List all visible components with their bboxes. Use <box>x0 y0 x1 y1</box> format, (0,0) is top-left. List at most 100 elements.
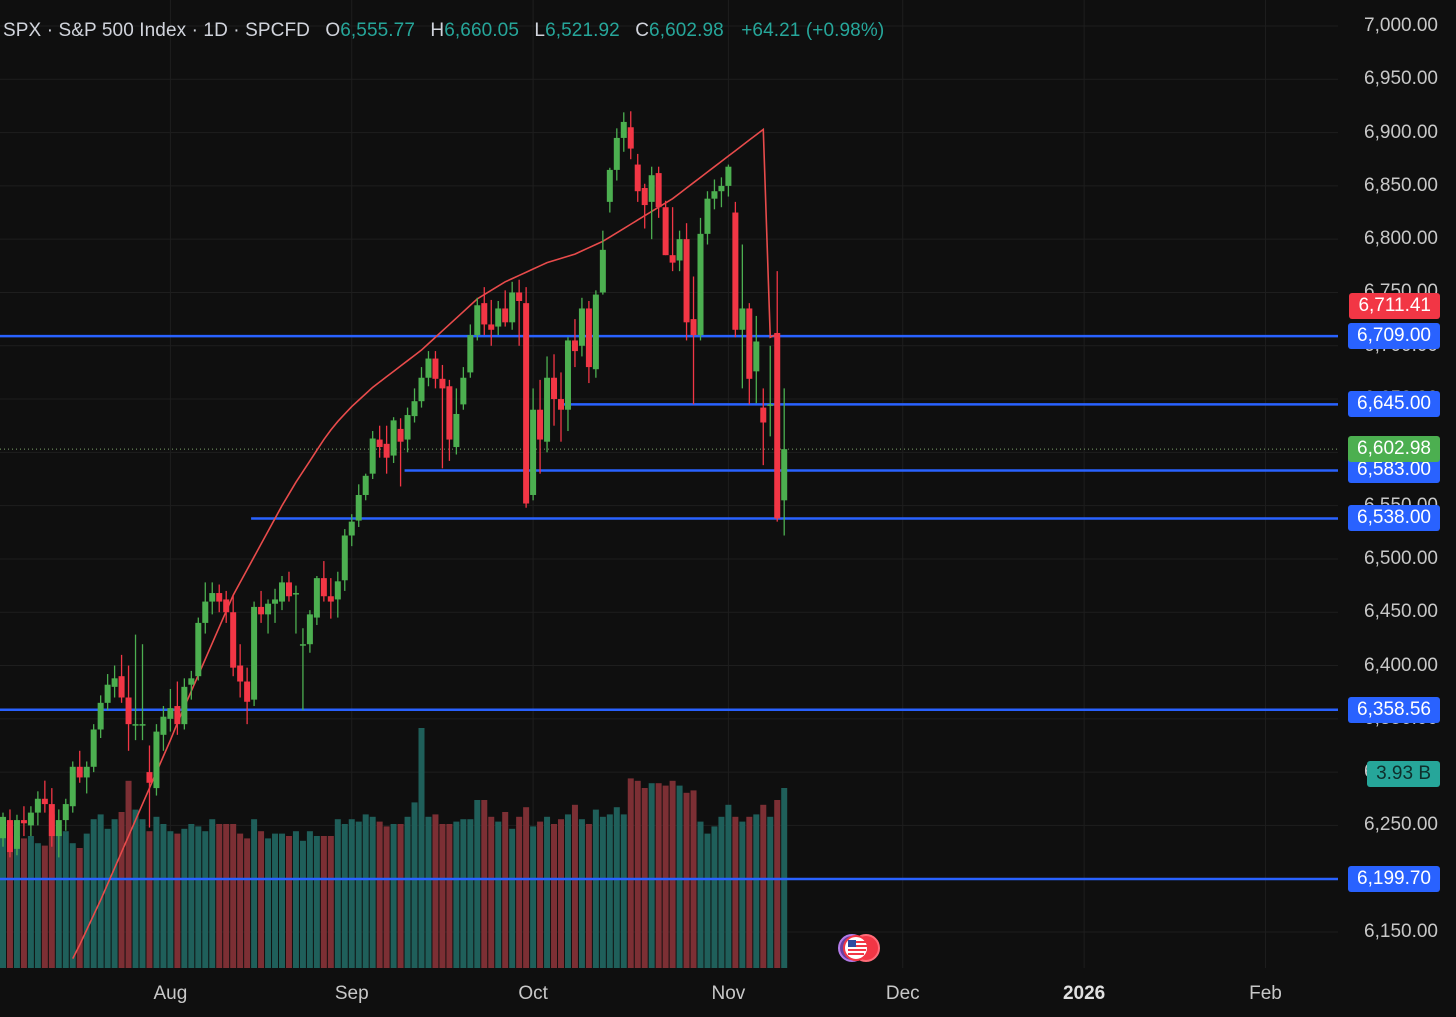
open-label: O <box>325 20 341 41</box>
candle <box>718 177 725 208</box>
level-price-tag[interactable]: 6,709.00 <box>1348 323 1440 350</box>
symbol-title[interactable]: SPX · S&P 500 Index · 1D · SPCFD <box>3 20 310 41</box>
price-axis-tick-label: 6,850.00 <box>1364 174 1438 196</box>
candle <box>404 407 411 453</box>
candle-body <box>683 239 690 323</box>
volume-bar <box>578 819 585 968</box>
last-price-tag[interactable]: 6,602.98 <box>1348 436 1440 463</box>
candle-body <box>530 409 537 495</box>
volume-bar <box>418 728 425 968</box>
volume-bar <box>704 833 711 968</box>
volume-bar <box>90 819 97 968</box>
candle <box>216 584 223 613</box>
candle <box>704 191 711 245</box>
candle-body <box>578 308 585 346</box>
candle-body <box>41 798 48 805</box>
candle <box>139 644 146 741</box>
candle-body <box>606 169 613 202</box>
volume-bar <box>216 824 223 968</box>
level-price-tag[interactable]: 6,358.56 <box>1348 696 1440 723</box>
candle-body <box>272 599 279 604</box>
open-value: 6,555.77 <box>340 20 416 41</box>
candle <box>571 319 578 368</box>
candle <box>620 112 627 152</box>
candle <box>348 514 355 547</box>
volume-bar <box>404 816 411 968</box>
volume-bar <box>495 821 502 968</box>
candle <box>0 812 6 847</box>
candle-body <box>460 377 467 405</box>
volume-bar <box>20 838 27 968</box>
candle-body <box>251 606 258 700</box>
high-value: 6,660.05 <box>444 20 519 41</box>
volume-bar <box>223 824 230 968</box>
volume-bar <box>139 819 146 968</box>
candle-body <box>160 716 167 735</box>
candle-body <box>397 428 404 442</box>
close-value: 6,602.98 <box>649 20 724 41</box>
us-flag-event-icon[interactable] <box>838 933 880 963</box>
level-price-tag[interactable]: 6,538.00 <box>1348 505 1440 532</box>
candle <box>558 372 564 442</box>
candle-body <box>467 335 474 373</box>
volume-bar <box>662 785 669 968</box>
level-price-tag[interactable]: 6,645.00 <box>1348 391 1440 418</box>
candle <box>760 388 767 466</box>
volume-bar <box>97 814 104 968</box>
candle-body <box>690 319 697 336</box>
candle <box>578 297 585 357</box>
candle <box>299 628 306 711</box>
candle-body <box>292 593 299 595</box>
candle-body <box>355 494 362 521</box>
candle-body <box>0 816 6 839</box>
time-axis-tick-label: Sep <box>334 983 369 1004</box>
candle-body <box>181 686 188 725</box>
volume-bar <box>306 831 313 968</box>
candle-body <box>146 772 153 783</box>
candle-body <box>620 121 627 138</box>
candle <box>711 179 718 210</box>
candle <box>41 780 48 813</box>
volume-bar <box>697 821 704 968</box>
candle-body <box>676 239 683 261</box>
volume-bar <box>258 831 265 968</box>
volume-bar <box>718 816 725 968</box>
candle-body <box>613 137 620 170</box>
candle <box>683 223 690 341</box>
candle-body <box>774 332 781 519</box>
moving-average-price-tag[interactable]: 6,711.41 <box>1349 292 1440 319</box>
candle <box>285 571 292 602</box>
volume-bar <box>299 840 306 968</box>
low-label: L <box>534 20 546 41</box>
candle-body <box>279 582 285 602</box>
candle-body <box>348 521 355 536</box>
candle <box>376 425 383 458</box>
volume-bar <box>502 812 509 968</box>
candle <box>355 484 362 527</box>
candle-body <box>411 401 418 417</box>
volume-value-tag[interactable]: 3.93 B <box>1367 761 1440 788</box>
candle-body <box>320 578 327 597</box>
candle <box>279 575 285 611</box>
candle-body <box>55 820 62 837</box>
candle <box>181 678 188 730</box>
candle <box>585 300 592 384</box>
volume-bar <box>320 836 327 968</box>
candle <box>153 724 160 796</box>
candle <box>202 582 209 634</box>
candle <box>167 688 174 732</box>
candle-body <box>132 724 139 726</box>
candle <box>648 166 655 240</box>
level-price-tag[interactable]: 6,199.70 <box>1348 866 1440 893</box>
candle-body <box>746 308 753 379</box>
volume-bar <box>279 833 285 968</box>
candle <box>237 644 244 698</box>
candle-body <box>711 191 718 199</box>
volume-bar <box>774 800 781 968</box>
candle-body <box>20 820 27 824</box>
volume-bar <box>27 836 34 968</box>
candle-body <box>230 612 237 668</box>
candle <box>313 575 320 626</box>
